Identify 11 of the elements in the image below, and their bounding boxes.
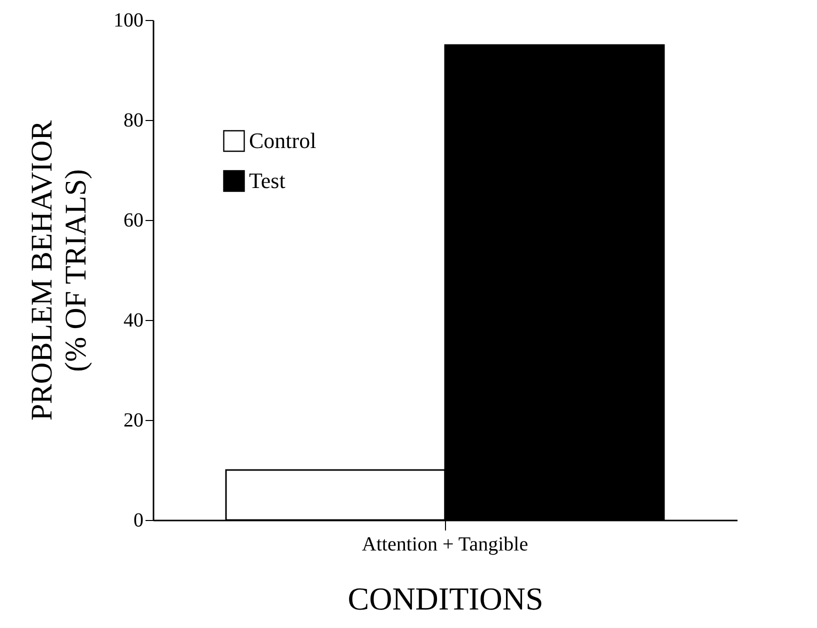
x-tick-label: Attention + Tangible bbox=[362, 534, 528, 556]
y-tick-label: 0 bbox=[134, 510, 144, 532]
y-tick-label: 100 bbox=[114, 10, 144, 32]
x-axis-title: CONDITIONS bbox=[348, 580, 544, 616]
y-tick-label: 20 bbox=[124, 410, 144, 432]
y-tick-label: 40 bbox=[124, 310, 144, 332]
legend-label: Test bbox=[249, 168, 286, 193]
y-tick-label: 80 bbox=[124, 110, 144, 132]
y-axis-title: PROBLEM BEHAVIOR (% OF TRIALS) bbox=[26, 120, 92, 421]
legend-label: Control bbox=[249, 128, 316, 153]
y-tick-label: 60 bbox=[124, 210, 144, 232]
